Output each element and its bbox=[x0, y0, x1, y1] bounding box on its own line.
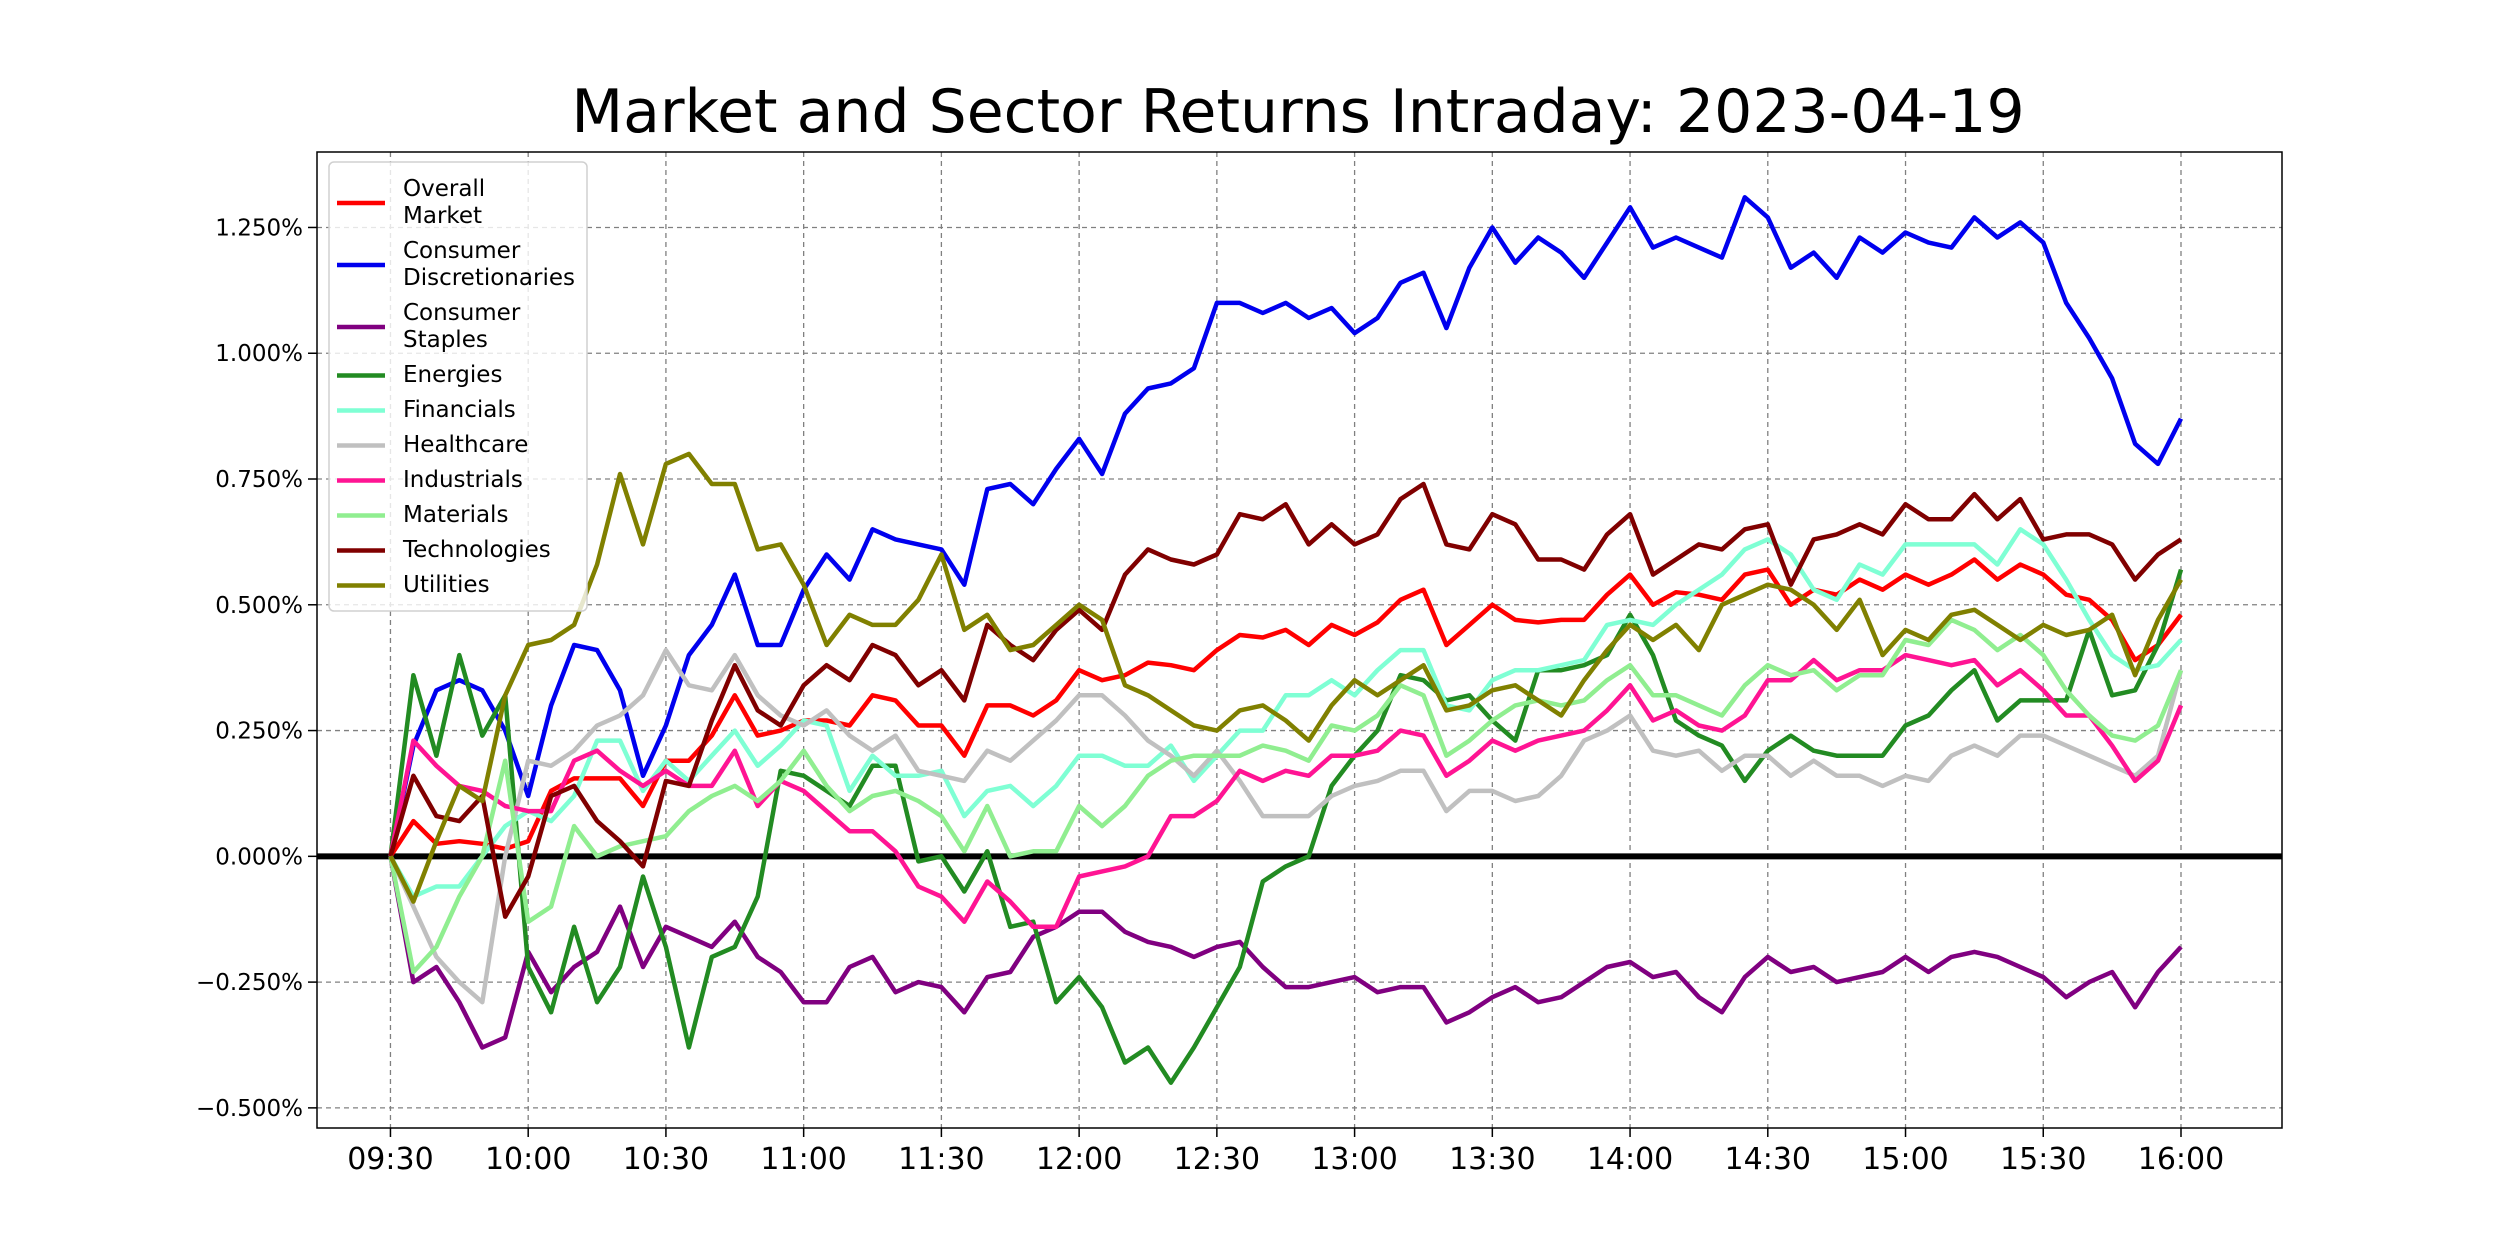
legend-label: Industrials bbox=[403, 467, 523, 493]
x-tick-label: 14:30 bbox=[1725, 1142, 1811, 1177]
legend-label: Overall Market bbox=[403, 176, 485, 229]
legend-item-materials: Materials bbox=[337, 502, 508, 528]
series-line-consumer-staples bbox=[388, 855, 2183, 1050]
series-line-energies bbox=[388, 568, 2184, 1085]
x-tick-label: 11:00 bbox=[760, 1142, 846, 1177]
legend-item-utilities: Utilities bbox=[337, 572, 490, 598]
legend: Overall Market Consumer Discretionaries Cons… bbox=[328, 161, 588, 612]
x-tick-label: 09:30 bbox=[347, 1142, 433, 1177]
legend-item-industrials: Industrials bbox=[337, 467, 523, 493]
y-tick-label: 0.250% bbox=[215, 719, 303, 745]
x-tick-label: 13:00 bbox=[1311, 1142, 1397, 1177]
legend-item-overall-market: Overall Market bbox=[337, 176, 485, 229]
y-tick-label: 0.000% bbox=[215, 844, 303, 870]
series-line-overall-market bbox=[388, 557, 2183, 858]
x-tick-label: 15:30 bbox=[2000, 1142, 2086, 1177]
legend-item-technologies: Technologies bbox=[337, 537, 551, 563]
x-tick-label: 13:30 bbox=[1449, 1142, 1535, 1177]
legend-item-financials: Financials bbox=[337, 397, 516, 423]
x-tick-label: 10:30 bbox=[623, 1142, 709, 1177]
plot-frame bbox=[316, 151, 2283, 1129]
x-tick-label: 12:30 bbox=[1174, 1142, 1260, 1177]
legend-item-consumer-discretionaries: Consumer Discretionaries bbox=[337, 238, 575, 291]
x-tick-label: 16:00 bbox=[2138, 1142, 2224, 1177]
series-line-utilities bbox=[388, 451, 2183, 904]
y-tick-label: −0.500% bbox=[196, 1096, 303, 1122]
legend-item-energies: Energies bbox=[337, 362, 502, 388]
series-line-consumer-discretionaries bbox=[388, 195, 2184, 857]
y-tick-label: 1.250% bbox=[215, 215, 303, 241]
x-tick-label: 11:30 bbox=[898, 1142, 984, 1177]
x-axis-ticks: 09:30 10:00 10:30 11:00 11:30 12:00 12:30 13:00… bbox=[347, 1128, 2224, 1177]
legend-label: Utilities bbox=[403, 572, 490, 598]
y-axis-ticks: −0.500% −0.250% 0.000% 0.250% 0.500% 0.750% 1.… bbox=[196, 215, 317, 1122]
series-line-financials bbox=[388, 527, 2183, 899]
legend-label: Energies bbox=[403, 362, 502, 388]
series-line-healthcare bbox=[388, 647, 2184, 1005]
x-tick-label: 14:00 bbox=[1587, 1142, 1673, 1177]
x-tick-label: 12:00 bbox=[1036, 1142, 1122, 1177]
chart-title: Market and Sector Returns Intraday: 2023… bbox=[571, 77, 2024, 147]
legend-item-consumer-staples: Consumer Staples bbox=[337, 300, 521, 353]
legend-item-healthcare: Healthcare bbox=[337, 432, 528, 458]
legend-box bbox=[328, 161, 588, 612]
legend-label: Financials bbox=[403, 397, 516, 423]
legend-label: Consumer Staples bbox=[403, 300, 521, 353]
y-tick-label: 0.750% bbox=[215, 467, 303, 493]
legend-label: Healthcare bbox=[403, 432, 528, 458]
x-tick-label: 10:00 bbox=[485, 1142, 571, 1177]
x-tick-label: 15:00 bbox=[1862, 1142, 1948, 1177]
y-tick-label: 0.500% bbox=[215, 593, 303, 619]
grid-lines bbox=[317, 152, 2282, 1128]
series-line-technologies bbox=[388, 481, 2183, 919]
legend-label: Materials bbox=[403, 502, 508, 528]
legend-label: Technologies bbox=[402, 537, 551, 563]
series-lines bbox=[388, 195, 2184, 1085]
legend-label: Consumer Discretionaries bbox=[403, 238, 575, 291]
y-tick-label: −0.250% bbox=[196, 970, 303, 996]
y-tick-label: 1.000% bbox=[215, 341, 303, 367]
series-line-materials bbox=[388, 617, 2184, 975]
